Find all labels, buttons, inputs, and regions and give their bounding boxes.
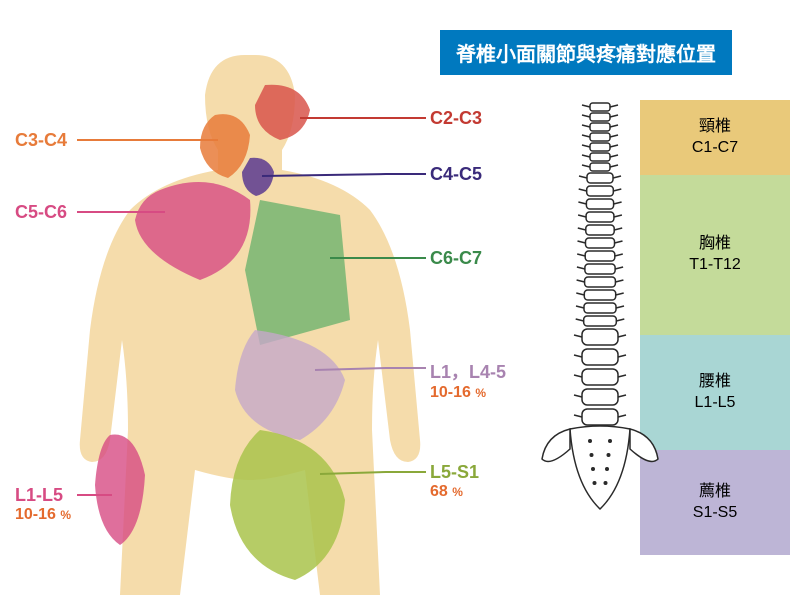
label-c3-c4: C3-C4 [15,130,67,151]
spine-band-t1-t12: 胸椎T1-T12 [640,175,790,335]
label-l5-s1: L5-S168 % [430,462,479,501]
spine-band-code: L1-L5 [695,393,736,414]
spine-band-code: S1-S5 [693,503,737,524]
label-l1-l4-5: L1，L4-510-16 % [430,358,506,402]
spine-band-cn: 腰椎 [699,372,731,393]
spine-band-cn: 薦椎 [699,482,731,503]
label-pct-l1-l5: 10-16 % [15,506,71,524]
label-c4-c5: C4-C5 [430,164,482,185]
label-c5-c6: C5-C6 [15,202,67,223]
spine-column-icon [540,95,660,575]
spine-band-cn: 頸椎 [699,117,731,138]
spine-band-l1-l5: 腰椎L1-L5 [640,335,790,450]
label-c6-c7: C6-C7 [430,248,482,269]
spine-band-c1-c7: 頸椎C1-C7 [640,100,790,175]
spine-band-code: T1-T12 [689,255,741,276]
label-l1-l5: L1-L510-16 % [15,485,71,524]
spine-band-code: C1-C7 [692,138,738,159]
spine-band-cn: 胸椎 [699,234,731,255]
spine-band-s1-s5: 薦椎S1-S5 [640,450,790,555]
label-c2-c3: C2-C3 [430,108,482,129]
label-pct-l1-l4-5: 10-16 % [430,384,506,402]
label-pct-l5-s1: 68 % [430,483,479,501]
pain-region-c6-c7 [245,200,350,345]
